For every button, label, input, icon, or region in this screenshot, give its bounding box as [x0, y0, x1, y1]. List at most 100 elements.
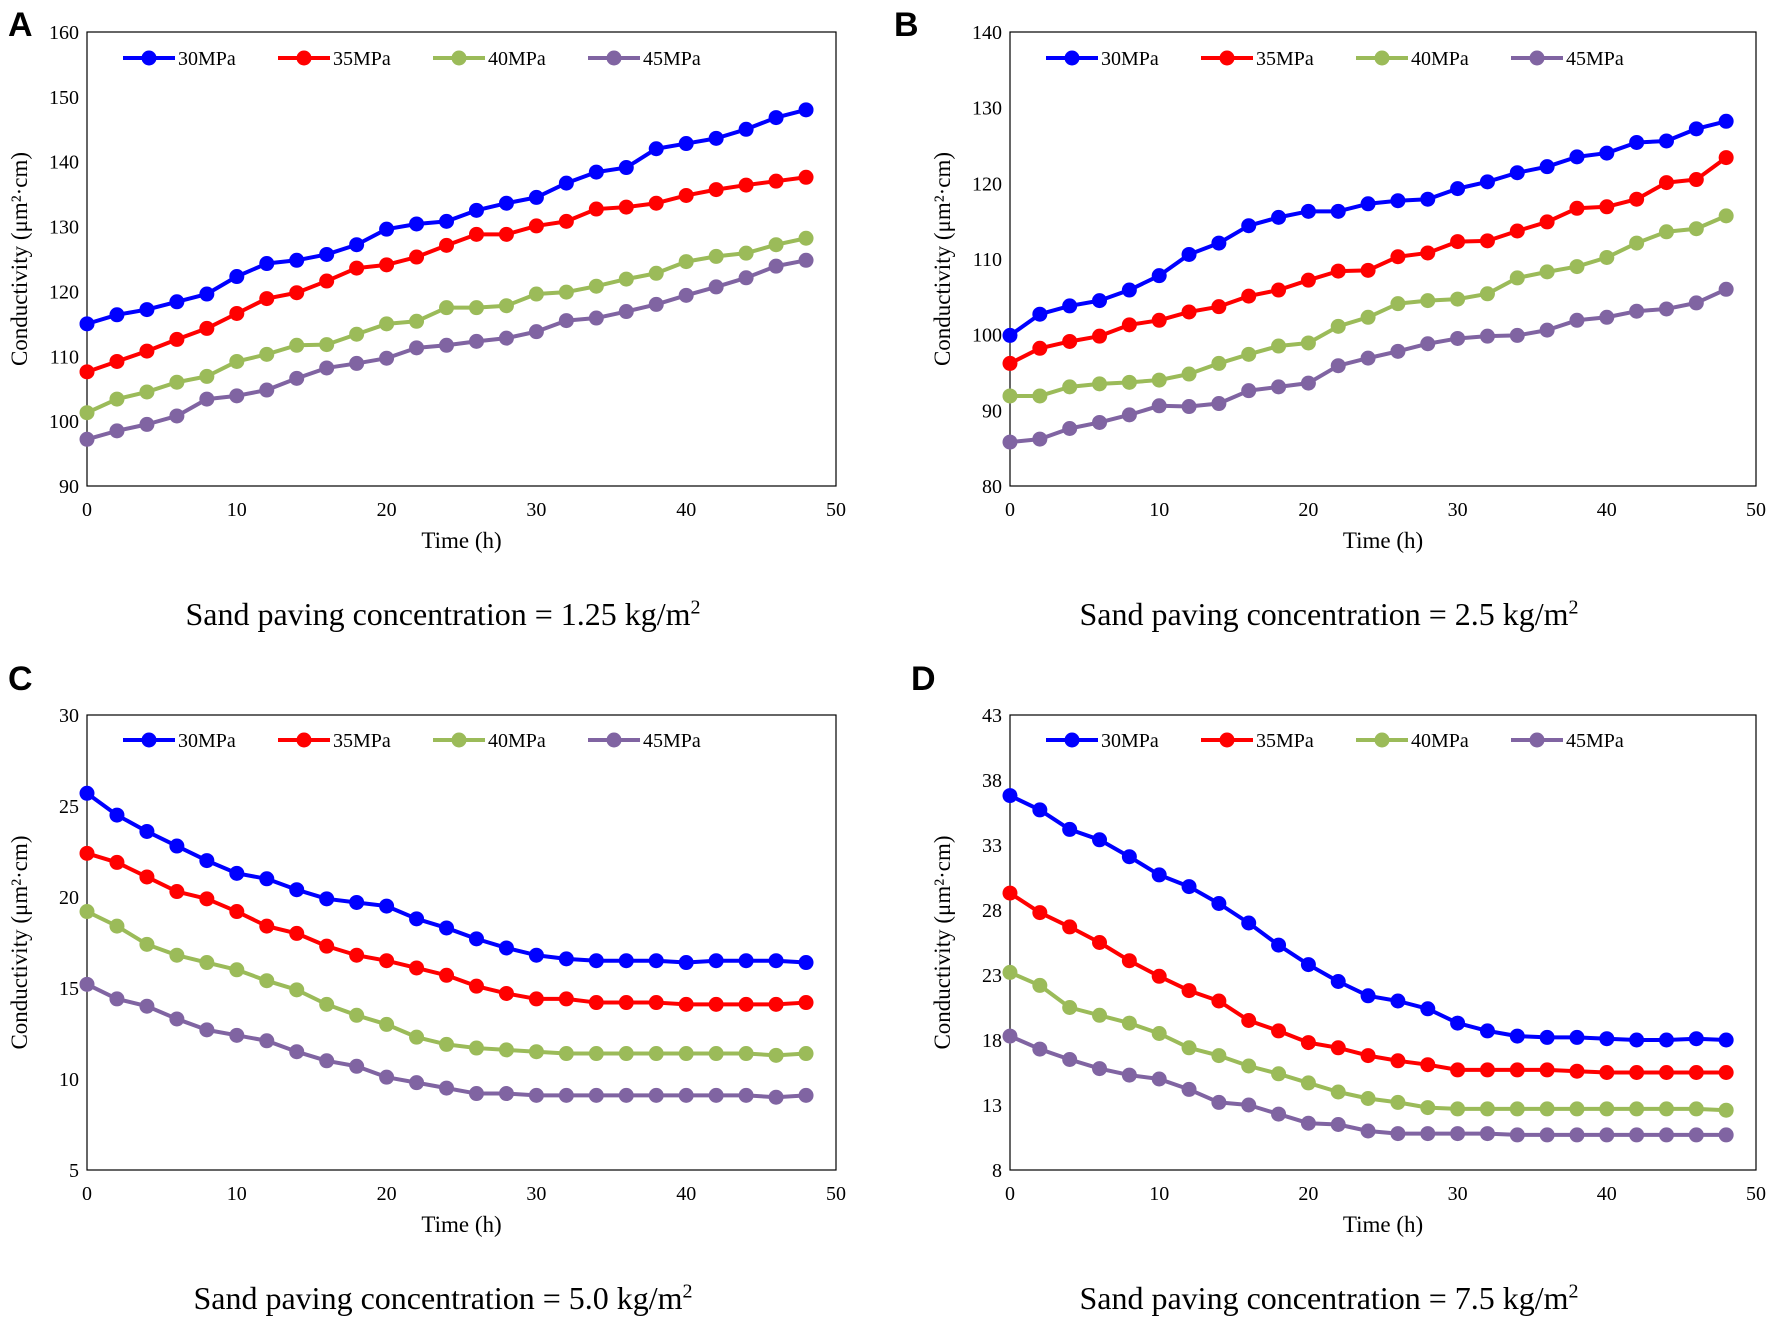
data-point-30MPa	[1658, 1032, 1674, 1048]
data-point-30MPa	[199, 286, 215, 302]
legend-label: 40MPa	[1411, 48, 1469, 70]
data-point-35MPa	[498, 985, 514, 1001]
data-point-30MPa	[1629, 1032, 1645, 1048]
data-point-45MPa	[199, 391, 215, 407]
data-point-30MPa	[1688, 1031, 1704, 1047]
y-tick-label: 10	[59, 1069, 79, 1091]
caption-sup: 2	[1568, 596, 1579, 619]
data-point-30MPa	[1390, 193, 1406, 209]
data-point-45MPa	[468, 1086, 484, 1102]
data-point-45MPa	[708, 1087, 724, 1103]
data-point-40MPa	[1002, 388, 1018, 404]
data-point-35MPa	[169, 331, 185, 347]
data-point-30MPa	[409, 216, 425, 232]
data-point-35MPa	[1718, 1065, 1734, 1080]
data-point-40MPa	[1330, 318, 1346, 334]
data-point-35MPa	[648, 195, 664, 211]
data-point-45MPa	[1241, 383, 1257, 399]
data-point-30MPa	[1599, 1031, 1615, 1047]
data-point-35MPa	[588, 995, 604, 1011]
data-point-45MPa	[379, 350, 395, 366]
legend-marker-30MPa	[1064, 50, 1080, 66]
legend-marker-45MPa	[1529, 50, 1545, 66]
data-point-35MPa	[1450, 234, 1466, 250]
data-point-30MPa	[1688, 121, 1704, 137]
data-point-30MPa	[1450, 1015, 1466, 1031]
data-point-45MPa	[1121, 1067, 1137, 1083]
data-point-45MPa	[1390, 343, 1406, 359]
data-point-30MPa	[618, 160, 634, 176]
data-point-45MPa	[798, 1087, 814, 1103]
data-point-40MPa	[588, 1046, 604, 1062]
chart-a: 90 100 110 120 130 140 150 160 0 10 20 30 40 50 Time (…	[7, 22, 846, 553]
data-point-35MPa	[1509, 1062, 1525, 1078]
y-axis-label: Conductivity (μm²·cm)	[7, 835, 32, 1049]
panel-caption: Sand paving concentration = 5.0 kg/m2	[0, 1280, 886, 1317]
legend-label: 30MPa	[178, 730, 236, 752]
data-point-30MPa	[1032, 802, 1048, 818]
x-tick-label: 20	[377, 499, 397, 521]
data-point-35MPa	[259, 291, 275, 307]
data-point-45MPa	[169, 408, 185, 424]
data-point-35MPa	[1032, 340, 1048, 356]
data-point-30MPa	[109, 307, 125, 323]
data-point-45MPa	[1032, 431, 1048, 447]
data-point-30MPa	[1330, 974, 1346, 989]
data-point-30MPa	[139, 302, 155, 318]
y-tick-label: 20	[59, 887, 79, 909]
data-point-40MPa	[1300, 335, 1316, 351]
series-line-40MPa	[1010, 214, 1727, 398]
data-point-40MPa	[139, 384, 155, 400]
data-point-40MPa	[618, 1046, 634, 1062]
data-point-30MPa	[1092, 832, 1108, 848]
x-tick-label: 40	[1597, 499, 1617, 521]
data-point-30MPa	[349, 894, 365, 910]
x-tick-label: 50	[826, 499, 846, 521]
data-point-45MPa	[439, 337, 455, 353]
data-point-45MPa	[1450, 1126, 1466, 1142]
data-point-35MPa	[618, 995, 634, 1011]
data-point-40MPa	[648, 265, 664, 281]
y-tick-label: 5	[69, 1160, 79, 1182]
data-point-35MPa	[199, 891, 215, 907]
data-point-35MPa	[618, 199, 634, 215]
x-tick-label: 0	[82, 499, 92, 521]
legend-marker-35MPa	[1219, 732, 1235, 748]
data-point-30MPa	[319, 246, 335, 262]
panel-letter: A	[8, 6, 33, 44]
y-tick-label: 110	[50, 346, 79, 368]
data-point-40MPa	[319, 337, 335, 353]
data-point-35MPa	[1300, 272, 1316, 288]
data-point-30MPa	[708, 130, 724, 146]
data-point-45MPa	[1002, 434, 1018, 450]
data-point-30MPa	[229, 269, 245, 285]
legend-marker-45MPa	[606, 50, 622, 66]
data-point-35MPa	[798, 995, 814, 1011]
data-point-45MPa	[1151, 1071, 1167, 1087]
data-point-40MPa	[409, 1029, 425, 1045]
x-tick-label: 50	[1746, 499, 1766, 521]
data-point-45MPa	[1062, 1052, 1078, 1067]
data-point-35MPa	[349, 260, 365, 276]
data-point-30MPa	[528, 189, 544, 205]
data-point-30MPa	[79, 785, 95, 801]
legend-marker-35MPa	[296, 50, 312, 66]
legend-label: 35MPa	[1256, 730, 1314, 752]
legend-label: 40MPa	[1411, 730, 1469, 752]
data-point-45MPa	[678, 287, 694, 303]
data-point-30MPa	[349, 237, 365, 253]
data-point-45MPa	[379, 1069, 395, 1085]
data-point-45MPa	[139, 998, 155, 1014]
data-point-35MPa	[1360, 262, 1376, 278]
data-point-40MPa	[1509, 1101, 1525, 1117]
data-point-35MPa	[1271, 1023, 1287, 1039]
data-point-35MPa	[1718, 150, 1734, 166]
data-point-40MPa	[1539, 264, 1555, 280]
data-point-30MPa	[1271, 937, 1287, 953]
legend-label: 45MPa	[1566, 48, 1624, 70]
data-point-45MPa	[1271, 379, 1287, 395]
x-tick-label: 40	[676, 499, 696, 521]
data-point-45MPa	[528, 1087, 544, 1103]
data-point-35MPa	[1092, 328, 1108, 344]
y-axis-label: Conductivity (μm²·cm)	[7, 152, 32, 366]
